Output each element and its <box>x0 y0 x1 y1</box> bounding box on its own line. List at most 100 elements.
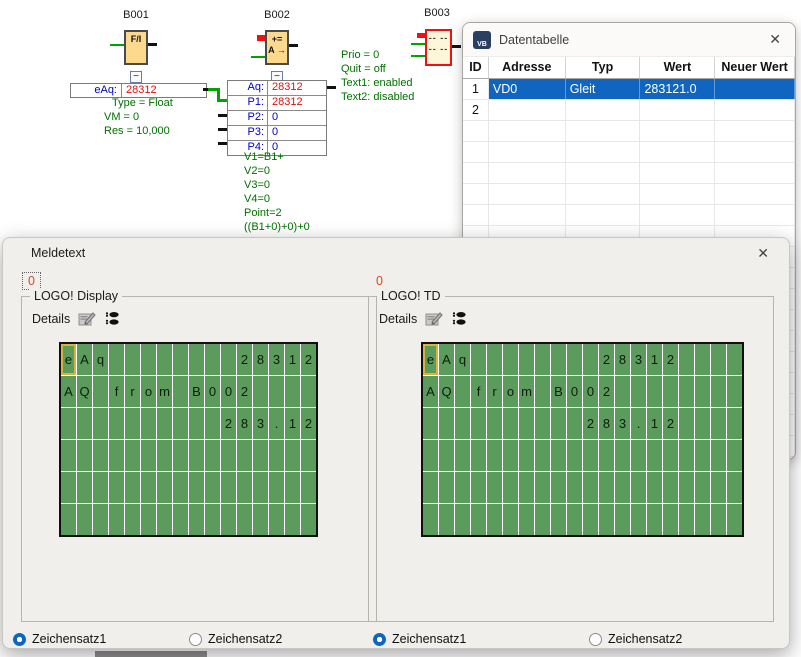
lcd-cell[interactable] <box>519 440 534 471</box>
lcd-cell[interactable] <box>631 376 646 407</box>
lcd-cell[interactable] <box>695 344 710 375</box>
lcd-cell[interactable] <box>567 472 582 503</box>
lcd-cell[interactable] <box>423 504 438 535</box>
lcd-cell[interactable] <box>695 408 710 439</box>
lcd-cell[interactable] <box>109 408 124 439</box>
lcd-cell[interactable] <box>141 440 156 471</box>
lcd-cell[interactable]: 2 <box>663 344 678 375</box>
lcd-cell[interactable] <box>455 376 470 407</box>
lcd-cell[interactable] <box>631 472 646 503</box>
lcd-cell[interactable] <box>439 504 454 535</box>
lcd-cell[interactable]: e <box>423 344 438 375</box>
lcd-cell[interactable] <box>551 504 566 535</box>
lcd-cell[interactable]: Q <box>439 376 454 407</box>
lcd-cell[interactable]: B <box>551 376 566 407</box>
footprints-icon[interactable] <box>104 311 121 326</box>
lcd-cell[interactable] <box>535 472 550 503</box>
lcd-cell[interactable] <box>711 440 726 471</box>
lcd-cell[interactable] <box>423 472 438 503</box>
lcd-cell[interactable] <box>189 504 204 535</box>
lcd-cell[interactable] <box>663 376 678 407</box>
lcd-cell[interactable]: 2 <box>663 408 678 439</box>
lcd-cell[interactable] <box>599 504 614 535</box>
lcd-cell[interactable] <box>535 440 550 471</box>
lcd-cell[interactable] <box>173 472 188 503</box>
logo-display-lcd[interactable]: eAq28312AQfromB002283.12 <box>59 342 318 537</box>
lcd-cell[interactable] <box>141 408 156 439</box>
lcd-cell[interactable]: 3 <box>631 344 646 375</box>
lcd-cell[interactable]: 8 <box>237 408 252 439</box>
lcd-cell[interactable]: m <box>519 376 534 407</box>
lcd-cell[interactable] <box>205 408 220 439</box>
lcd-cell[interactable] <box>647 472 662 503</box>
lcd-cell[interactable] <box>471 504 486 535</box>
radio-option-zeichensatz2[interactable]: Zeichensatz2 <box>189 632 282 646</box>
lcd-cell[interactable] <box>663 440 678 471</box>
lcd-cell[interactable] <box>615 440 630 471</box>
b002-param-row[interactable]: P1:28312 <box>228 96 326 111</box>
lcd-cell[interactable] <box>487 440 502 471</box>
datentabelle-close-button[interactable]: ✕ <box>765 31 785 48</box>
lcd-cell[interactable] <box>253 440 268 471</box>
lcd-cell[interactable] <box>455 408 470 439</box>
lcd-cell[interactable] <box>157 408 172 439</box>
lcd-cell[interactable] <box>647 504 662 535</box>
lcd-cell[interactable] <box>567 344 582 375</box>
lcd-cell[interactable] <box>439 472 454 503</box>
table-row[interactable]: 1VD0Gleit283121.0 <box>463 79 795 100</box>
lcd-cell[interactable] <box>253 472 268 503</box>
lcd-cell[interactable]: 2 <box>301 408 316 439</box>
lcd-cell[interactable] <box>109 504 124 535</box>
lcd-cell[interactable] <box>61 472 76 503</box>
lcd-cell[interactable] <box>503 504 518 535</box>
lcd-cell[interactable] <box>253 376 268 407</box>
lcd-cell[interactable] <box>519 344 534 375</box>
lcd-cell[interactable] <box>711 504 726 535</box>
lcd-cell[interactable] <box>423 440 438 471</box>
lcd-cell[interactable]: f <box>471 376 486 407</box>
lcd-cell[interactable] <box>727 504 742 535</box>
lcd-cell[interactable] <box>631 504 646 535</box>
radio-button[interactable] <box>13 633 26 646</box>
lcd-cell[interactable] <box>189 408 204 439</box>
lcd-cell[interactable]: 0 <box>205 376 220 407</box>
lcd-cell[interactable] <box>125 408 140 439</box>
lcd-cell[interactable]: 8 <box>599 408 614 439</box>
lcd-cell[interactable]: o <box>141 376 156 407</box>
lcd-cell[interactable] <box>455 440 470 471</box>
lcd-cell[interactable] <box>61 504 76 535</box>
radio-button[interactable] <box>189 633 202 646</box>
lcd-cell[interactable] <box>269 504 284 535</box>
block-b001[interactable]: F/I <box>124 30 148 65</box>
lcd-cell[interactable] <box>77 408 92 439</box>
message-index-badge-display[interactable]: 0 <box>22 272 41 290</box>
lcd-cell[interactable] <box>631 440 646 471</box>
lcd-cell[interactable] <box>237 472 252 503</box>
lcd-cell[interactable] <box>61 440 76 471</box>
lcd-cell[interactable] <box>93 472 108 503</box>
lcd-cell[interactable] <box>535 504 550 535</box>
lcd-cell[interactable] <box>93 440 108 471</box>
lcd-cell[interactable] <box>551 408 566 439</box>
block-b002[interactable]: += A → <box>265 30 289 65</box>
lcd-cell[interactable] <box>237 504 252 535</box>
b002-parameter-box[interactable]: Aq:28312P1:28312P2:0P3:0P4:0 <box>227 80 327 156</box>
lcd-cell[interactable] <box>551 472 566 503</box>
table-row[interactable]: 2 <box>463 100 795 121</box>
lcd-cell[interactable] <box>109 472 124 503</box>
lcd-cell[interactable] <box>141 504 156 535</box>
lcd-cell[interactable] <box>599 472 614 503</box>
lcd-cell[interactable]: 3 <box>615 408 630 439</box>
datentabelle-titlebar[interactable]: VB Datentabelle ✕ <box>463 23 795 57</box>
lcd-cell[interactable]: . <box>269 408 284 439</box>
lcd-cell[interactable] <box>695 472 710 503</box>
lcd-cell[interactable] <box>109 344 124 375</box>
lcd-cell[interactable] <box>519 408 534 439</box>
lcd-cell[interactable] <box>157 472 172 503</box>
lcd-cell[interactable] <box>535 344 550 375</box>
lcd-cell[interactable]: 0 <box>567 376 582 407</box>
lcd-cell[interactable] <box>285 440 300 471</box>
lcd-cell[interactable]: m <box>157 376 172 407</box>
lcd-cell[interactable] <box>519 504 534 535</box>
lcd-cell[interactable] <box>535 376 550 407</box>
